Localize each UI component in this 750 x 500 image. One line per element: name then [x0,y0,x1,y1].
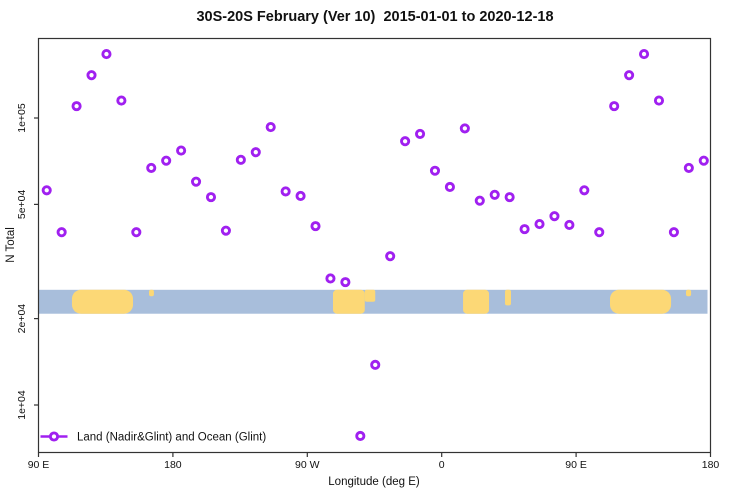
data-point [71,101,82,112]
data-point [250,147,261,158]
data-point [519,224,530,235]
y-tick-label: 1e+04 [16,390,28,420]
map-band-land-south-america [332,289,365,314]
data-point [280,186,291,197]
data-point [504,192,515,203]
data-point [325,273,336,284]
data-point [190,176,202,187]
map-band-land-south-america-east [364,289,376,302]
data-point [414,128,426,139]
data-point [355,430,366,442]
y-tick-label: 2e+04 [16,304,28,334]
map-band-land-australia [609,289,672,314]
y-tick-label: 5e+04 [16,189,28,219]
data-point [161,155,172,166]
data-point [683,162,694,173]
data-point [86,70,97,81]
data-point [594,227,605,238]
legend-marker-circle [48,431,60,442]
data-point [444,181,455,193]
data-point [400,136,411,147]
data-point [698,155,709,166]
map-band-land-africa [463,289,490,314]
data-point [609,101,620,112]
data-point [131,227,142,238]
data-point [220,225,231,236]
x-axis-title: Longitude (deg E) [328,476,420,488]
data-point [668,227,679,238]
data-point [265,121,276,133]
data-point [310,221,321,232]
plot-border [37,37,712,454]
data-point [340,277,351,288]
chart-title: 30S-20S February (Ver 10) 2015-01-01 to … [196,9,554,25]
y-axis-title: N Total [5,227,17,263]
data-point [579,185,590,196]
x-tick-label: 90 W [295,459,320,471]
map-band-land-madagascar [505,289,511,306]
data-point [534,219,545,230]
data-point [474,195,485,206]
data-point [638,49,650,60]
map-band-land-australia [71,289,134,314]
data-point [235,154,246,165]
x-tick-label: 180 [702,459,720,471]
map-band-land-new-caledonia [686,289,692,297]
x-tick-label: 90 E [28,459,50,471]
data-point [116,95,127,106]
data-point [205,192,217,203]
data-point [549,211,560,222]
data-point [41,185,52,196]
data-point [459,123,470,134]
data-point [564,219,575,230]
x-tick-label: 0 [439,459,445,471]
data-point [429,165,441,176]
data-point [295,190,306,202]
data-point [176,145,187,156]
x-tick-label: 90 E [565,459,587,471]
data-point [624,70,635,81]
data-point [489,189,500,200]
data-point [653,95,665,106]
data-point [385,251,396,262]
legend-label: Land (Nadir&Glint) and Ocean (Glint) [77,432,266,444]
data-point [101,49,112,60]
data-point [370,359,381,370]
map-band-ocean [39,289,708,314]
y-tick-label: 1e+05 [16,103,28,133]
data-point [56,227,67,238]
map-band-land-new-caledonia [149,289,154,297]
data-point [146,162,157,173]
x-tick-label: 180 [164,459,182,471]
